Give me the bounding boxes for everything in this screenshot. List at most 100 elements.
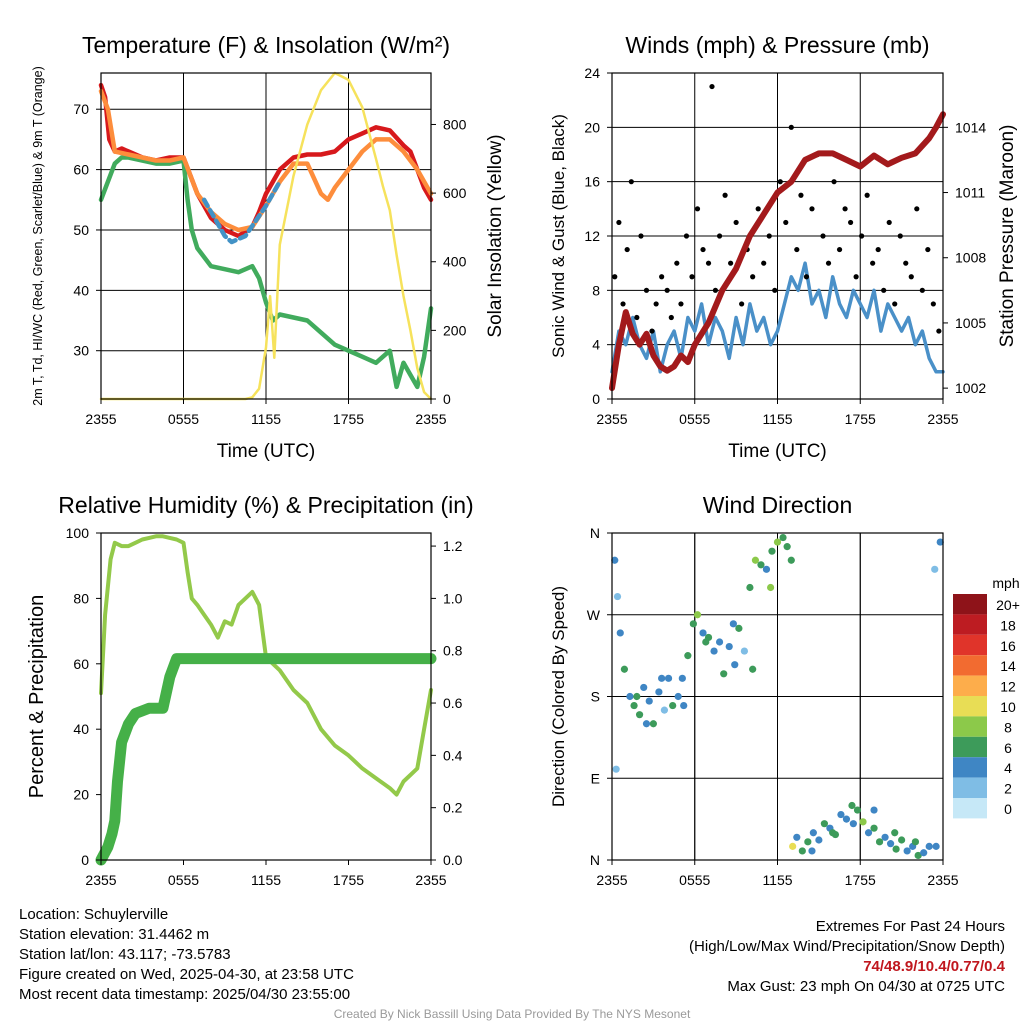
data-point-gust: [831, 179, 837, 185]
y-tick-label: 4: [592, 337, 600, 353]
data-point-gust: [842, 206, 848, 212]
max-gust: Max Gust: 23 mph On 04/30 at 0725 UTC: [727, 978, 1005, 995]
x-tick-label: 2355: [415, 411, 446, 427]
data-point-direction: [699, 629, 707, 637]
data-point-direction: [626, 692, 634, 701]
x-tick-label: 1755: [333, 872, 364, 888]
data-point-direction: [798, 847, 806, 855]
data-point-direction: [725, 642, 733, 651]
legend-swatch: [953, 696, 987, 717]
x-tick-label: 2355: [927, 411, 958, 427]
data-point-direction: [757, 561, 765, 569]
data-point-direction: [898, 836, 906, 844]
y2-tick-label: 1005: [955, 315, 986, 331]
x-tick-label: 1755: [845, 411, 876, 427]
data-point-direction: [616, 629, 624, 637]
data-point-gust: [825, 260, 832, 266]
data-point-direction: [746, 583, 754, 592]
legend-swatch: [953, 594, 987, 615]
data-point-direction: [731, 661, 739, 669]
legend-label: 14: [1000, 658, 1016, 674]
data-point-direction: [720, 670, 728, 678]
data-point-gust: [919, 287, 925, 293]
y-tick-label: 12: [584, 228, 600, 244]
x-tick-label: 2355: [85, 411, 116, 427]
y-tick-label: 70: [73, 101, 89, 117]
data-point-direction: [920, 849, 928, 857]
data-point-gust: [728, 260, 734, 266]
data-point-direction: [815, 836, 823, 844]
data-point-gust: [803, 274, 810, 280]
data-point-gust: [836, 246, 843, 253]
series-line-relative-humidity: [99, 534, 433, 797]
data-point-gust: [794, 246, 800, 253]
data-point-gust: [853, 274, 859, 280]
data-point-direction: [660, 706, 669, 714]
panel-dir: 2355 0555 1155 1755 2355 N E S W N Wind Direction D…: [549, 492, 1020, 888]
data-point-gust: [892, 301, 898, 307]
y2-tick-label: 1014: [955, 119, 986, 135]
y-tick-label: 24: [584, 65, 600, 81]
data-point-direction: [664, 674, 673, 682]
station-latlon: Station lat/lon: 43.117; -73.5783: [19, 946, 231, 963]
x-tick-label: 2355: [85, 872, 116, 888]
legend-label: 2: [1004, 781, 1012, 797]
y2-tick-label: 600: [443, 185, 467, 201]
data-point-gust: [653, 301, 659, 307]
data-point-gust: [864, 192, 870, 198]
legend-title: mph: [992, 575, 1019, 591]
data-point-direction: [633, 692, 641, 701]
chart-title: Temperature (F) & Insolation (W/m²): [82, 32, 450, 58]
y2-axis-label: Station Pressure (Maroon): [997, 125, 1018, 348]
y-tick-label: W: [587, 607, 601, 623]
data-point-gust: [722, 192, 728, 198]
data-point-gust: [755, 206, 761, 212]
data-point-direction: [914, 851, 922, 860]
data-point-direction: [645, 697, 653, 705]
y2-tick-label: 0: [443, 391, 451, 407]
data-point-gust: [705, 260, 712, 266]
series-line-2m-td: [98, 155, 434, 390]
y-tick-label: N: [590, 525, 600, 541]
legend-label: 8: [1004, 719, 1012, 735]
data-point-direction: [729, 620, 737, 628]
x-axis-label: Time (UTC): [728, 441, 827, 462]
x-tick-label: 1155: [251, 872, 281, 888]
x-tick-label: 0555: [679, 872, 710, 888]
data-point-direction: [848, 801, 856, 810]
data-point-gust: [624, 246, 630, 253]
data-point-direction: [787, 556, 795, 564]
data-point-direction: [655, 688, 663, 696]
data-point-gust: [683, 233, 690, 239]
x-tick-label: 0555: [679, 411, 710, 427]
y2-tick-label: 0.0: [443, 852, 463, 868]
data-point-direction: [903, 847, 911, 855]
data-point-direction: [789, 842, 797, 850]
data-point-gust: [750, 274, 756, 280]
data-point-gust: [798, 192, 804, 198]
y-tick-label: 40: [73, 721, 89, 737]
data-point-gust: [761, 260, 767, 266]
data-point-direction: [612, 765, 620, 773]
data-point-gust: [886, 219, 892, 226]
x-tick-label: 0555: [168, 411, 199, 427]
data-point-direction: [613, 592, 622, 601]
x-tick-label: 1755: [845, 872, 876, 888]
data-point-direction: [773, 538, 782, 546]
data-point-direction: [870, 824, 878, 832]
legend-swatch: [953, 634, 987, 656]
extremes-subheading: (High/Low/Max Wind/Precipitation/Snow De…: [689, 938, 1005, 955]
data-point-direction: [881, 833, 889, 841]
x-tick-label: 1155: [762, 872, 792, 888]
data-point-direction: [853, 806, 862, 814]
data-point-gust: [914, 206, 920, 212]
legend-label: 20+: [996, 597, 1020, 613]
x-tick-label: 1155: [251, 411, 281, 427]
y2-tick-label: 400: [443, 254, 467, 270]
x-tick-label: 2355: [415, 872, 446, 888]
data-point-direction: [931, 565, 939, 573]
x-tick-label: 2355: [927, 872, 958, 888]
y-tick-label: 16: [584, 174, 600, 190]
x-tick-label: 2355: [596, 872, 627, 888]
